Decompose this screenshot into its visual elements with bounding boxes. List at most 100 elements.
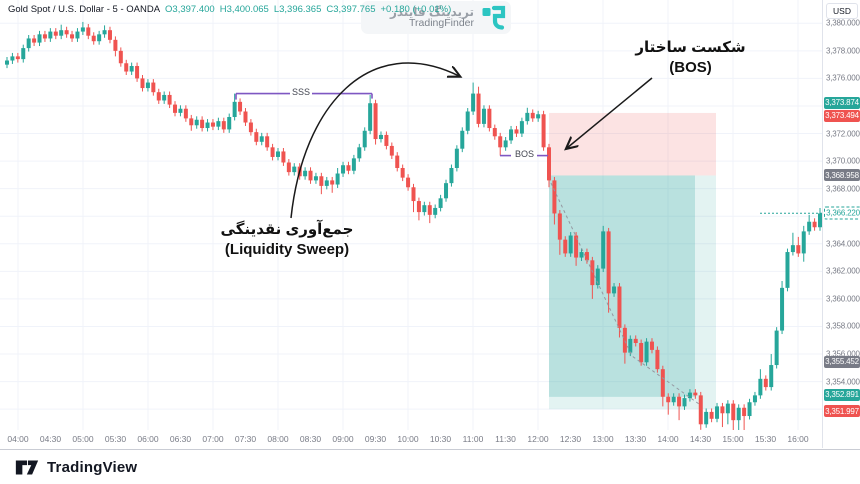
candle-body [26,38,31,49]
chart-canvas[interactable] [0,0,822,448]
candle-body [682,398,687,407]
price-badge-gray: 3,368.958 [824,169,860,182]
currency-usd-button[interactable]: USD [826,3,858,19]
time-axis[interactable]: 04:00 04:30 05:00 05:30 06:00 06:30 07:00 07:30… [0,430,822,448]
candle-body [698,395,703,425]
candle-body [790,245,795,253]
candle-body [368,103,373,131]
liquidity-annotation-line1: جمع‌آوری نقدینگی [220,221,354,238]
time-axis-label: 09:00 [332,434,354,444]
time-axis-label: 14:30 [689,434,712,444]
time-axis-label: 07:00 [202,434,224,444]
candle-body [807,221,812,232]
candle-body [465,111,470,131]
candle-body [384,134,389,146]
annotation-arrows-layer [290,62,653,219]
candle-body [319,176,324,186]
sss-line-label[interactable]: SSS [290,87,313,97]
candle-body [454,148,459,168]
bos-target-zone [549,175,695,397]
candle-body [75,31,80,39]
candle-body [530,112,535,119]
candle-body [145,82,150,89]
candle-body [183,108,188,119]
candle-body [113,39,118,51]
candle-body [10,56,15,61]
candle-body [725,403,730,414]
time-axis-label: 05:00 [72,434,94,444]
candle-body [709,411,714,419]
candle-body [70,34,75,39]
candle-body [747,402,752,417]
candle-body [395,155,400,168]
candle-body [406,177,411,188]
candle-body [617,286,622,328]
candle-body [471,93,476,112]
time-axis-label: 11:00 [462,434,484,444]
candle-body [270,147,275,157]
candle-body [687,392,692,399]
candle-body [514,129,519,134]
price-axis-label: 3,362.000 [826,266,860,276]
time-axis-label: 07:30 [234,434,257,444]
candle-body [21,48,26,60]
candle-body [487,108,492,129]
bos-level-label[interactable]: BOS [513,149,537,159]
candle-body [579,252,584,258]
candle-body [59,30,64,36]
candle-body [818,213,822,228]
candle-body [427,205,432,215]
candle-body [341,165,346,174]
candle-body [330,180,335,185]
candle-body [129,66,134,72]
candle-body [97,34,102,42]
candle-body [693,392,698,396]
price-axis[interactable]: USD 3,380.000 3,378.000 3,376.000 3,372.000… [822,0,860,448]
liquidity-sweep-annotation: جمع‌آوری نقدینگی (Liquidity Sweep) [203,220,371,259]
ohlc-close: C3,397.765 [326,4,376,15]
symbol-legend[interactable]: Gold Spot / U.S. Dollar - 5 - OANDA O3,3… [8,4,451,15]
candle-body [308,170,313,181]
time-axis-label: 12:30 [559,434,582,444]
symbol-title[interactable]: Gold Spot / U.S. Dollar - 5 - OANDA [8,4,161,15]
price-badge-green: 3,373.874 [824,96,860,109]
candle-body [232,101,237,118]
candle-body [715,406,720,419]
candle-body [37,34,42,43]
candle-body [178,108,183,113]
candle-body [476,93,481,124]
candle-body [655,349,660,370]
candle-body [416,201,421,213]
tradingview-logo-icon[interactable] [14,458,40,477]
price-axis-label: 3,360.000 [826,294,860,304]
tradingview-brand-text[interactable]: TradingView [47,458,138,476]
time-axis-label: 12:00 [527,434,549,444]
candle-body [584,252,589,261]
candle-body [389,145,394,156]
candle-body [107,30,112,40]
candle-body [812,221,817,228]
time-axis-label: 10:00 [397,434,419,444]
candle-body [346,165,351,171]
price-badge-red: 3,373.494 [824,109,860,122]
candle-body [281,151,286,163]
candle-body [606,231,611,294]
time-axis-label: 14:00 [657,434,679,444]
candle-body [276,151,280,157]
time-axis-label: 04:30 [39,434,62,444]
candle-body [574,235,579,258]
candle-body [568,235,573,254]
candle-body [167,94,172,105]
candle-body [53,31,58,36]
candle-body [780,287,785,331]
candle-body [135,66,140,79]
candle-body [156,92,161,101]
candle-body [612,286,617,294]
time-axis-label: 11:30 [495,434,516,444]
price-axis-label: 3,354.000 [826,377,860,387]
candle-body [48,31,53,39]
candle-body [601,231,606,269]
candle-body [541,114,546,148]
candle-body [357,147,362,159]
candle-body [547,147,551,181]
